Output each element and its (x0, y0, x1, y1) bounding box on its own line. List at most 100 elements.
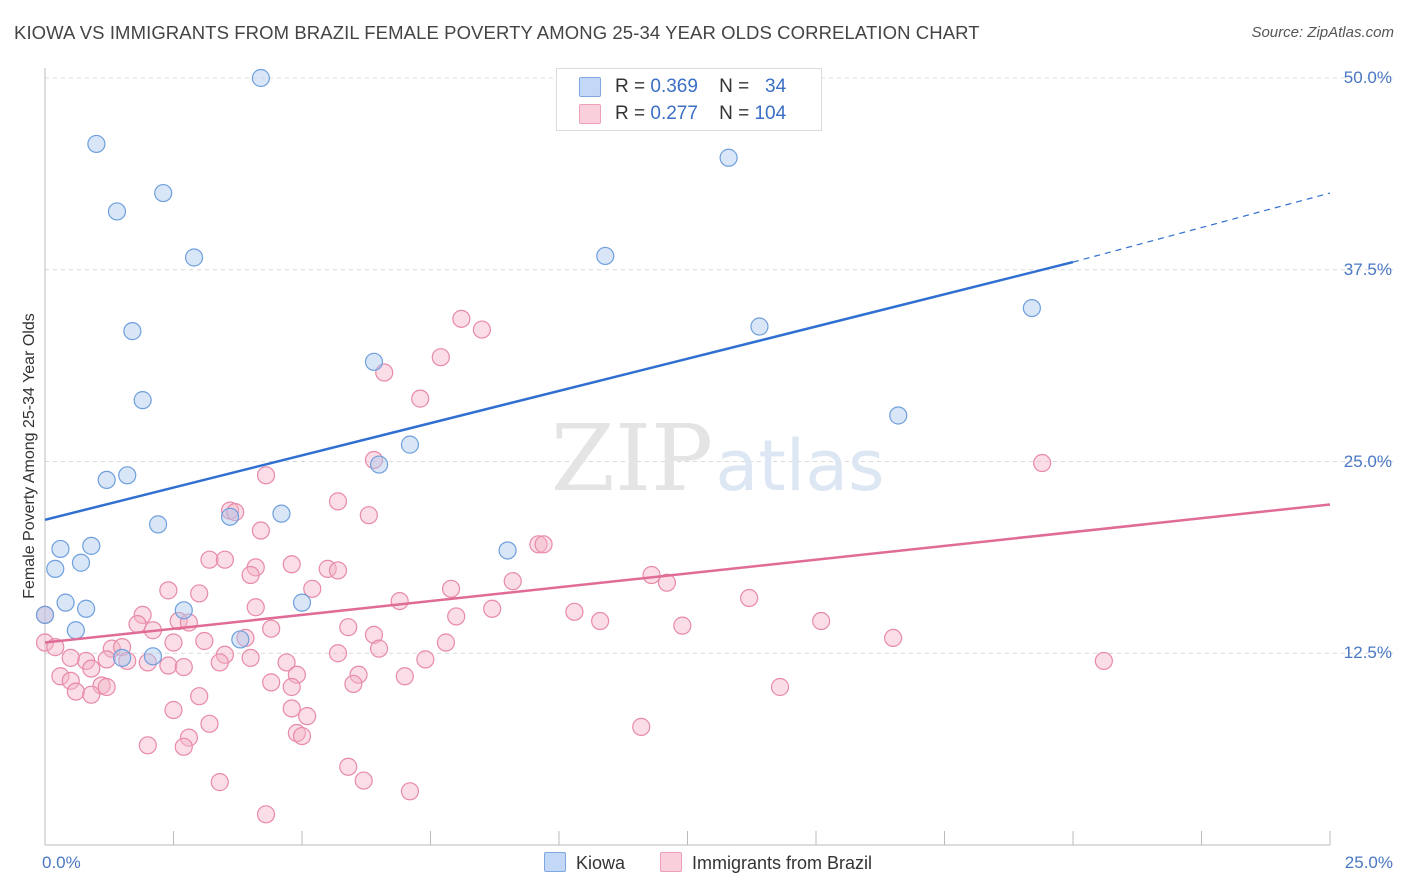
kiowa-point (370, 455, 389, 474)
brazil-point (138, 736, 157, 755)
brazil-point (883, 628, 903, 648)
kiowa-point (56, 593, 75, 612)
brazil-point (277, 653, 296, 672)
brazil-point (112, 638, 132, 657)
brazil-point (452, 309, 471, 328)
brazil-point (339, 757, 358, 776)
brazil-point (282, 555, 301, 574)
brazil-point (400, 782, 420, 801)
kiowa-point (123, 322, 142, 341)
kiowa-point (97, 470, 116, 490)
kiowa-point (87, 134, 106, 154)
brazil-point (349, 665, 368, 684)
brazil-point (529, 535, 548, 554)
brazil-point (812, 611, 831, 631)
kiowa-point (51, 539, 70, 559)
kiowa-point (174, 601, 193, 620)
kiowa-trend-line (44, 260, 1074, 522)
legend-n-value: 34 (765, 76, 787, 97)
brazil-point (133, 605, 152, 625)
kiowa-point (66, 621, 85, 640)
brazil-point (328, 492, 348, 511)
y-tick-label: 37.5% (1343, 259, 1392, 279)
brazil-point (431, 348, 450, 367)
kiowa-point (35, 605, 55, 625)
brazil-point (174, 657, 193, 677)
kiowa-point (272, 504, 291, 523)
brazil-point (66, 682, 85, 701)
kiowa-points (35, 68, 1041, 667)
brazil-point (411, 389, 430, 408)
kiowa-point (750, 317, 769, 336)
kiowa-point (118, 466, 137, 485)
legend-n-label: N = (719, 103, 750, 124)
brazil-point (328, 644, 348, 663)
kiowa-point (107, 202, 127, 221)
correlation-legend: R = 0.369 N = 34 R = 0.277 N = 104 (556, 68, 822, 131)
brazil-point (200, 550, 219, 569)
trend-lines (44, 192, 1331, 644)
kiowa-point (251, 68, 270, 88)
brazil-point (200, 714, 219, 733)
brazil-trend-line (44, 503, 1331, 644)
kiowa-point (231, 630, 250, 649)
brazil-point (292, 726, 312, 746)
brazil-point (251, 521, 270, 540)
kiowa-point (143, 647, 163, 666)
brazil-point (256, 805, 276, 824)
brazil-point (174, 737, 193, 756)
legend-n-value: 104 (754, 103, 787, 124)
brazil-points (35, 309, 1113, 824)
x-tick-max: 25.0% (1344, 853, 1393, 872)
brazil-point (164, 633, 183, 652)
kiowa-point (184, 248, 204, 267)
brazil-point (565, 602, 584, 621)
brazil-point (395, 667, 414, 686)
brazil-point (328, 561, 348, 580)
y-tick-label: 25.0% (1343, 451, 1392, 471)
brazil-point (61, 671, 80, 690)
brazil-point (1033, 453, 1052, 473)
kiowa-point (400, 435, 420, 454)
brazil-point (673, 616, 692, 635)
kiowa-trend-extension (1072, 192, 1331, 263)
bottom-legend-brazil: Immigrants from Brazil (660, 852, 872, 874)
legend-r-label: R = (615, 76, 646, 97)
brazil-point (128, 615, 147, 634)
kiowa-point (133, 391, 152, 410)
bottom-swatch-brazil (660, 852, 682, 872)
brazil-point (159, 656, 178, 675)
brazil-point (339, 618, 358, 637)
kiowa-point (889, 406, 908, 425)
brazil-point (472, 320, 491, 339)
kiowa-point (77, 599, 96, 618)
kiowa-point (719, 148, 738, 167)
brazil-point (82, 659, 101, 678)
brazil-point (159, 581, 178, 600)
brazil-point (740, 588, 759, 608)
brazil-point (97, 677, 116, 697)
kiowa-point (220, 507, 240, 526)
brazil-point (118, 651, 137, 671)
brazil-point (287, 723, 306, 743)
kiowa-point (82, 536, 101, 555)
brazil-point (179, 728, 199, 747)
kiowa-point (154, 183, 173, 203)
brazil-point (303, 579, 322, 598)
watermark-zip: ZIP (551, 405, 713, 512)
kiowa-point (364, 352, 384, 371)
brazil-point (61, 648, 80, 667)
brazil-point (256, 466, 276, 485)
brazil-point (190, 584, 209, 603)
legend-swatch-kiowa (579, 77, 601, 97)
brazil-point (632, 717, 651, 736)
kiowa-point (1022, 299, 1041, 318)
legend-swatch-brazil (579, 104, 601, 124)
brazil-point (354, 771, 373, 790)
brazil-point (246, 598, 265, 617)
x-tick-min: 0.0% (42, 853, 81, 872)
bottom-swatch-kiowa (544, 852, 566, 872)
brazil-point (164, 700, 183, 720)
brazil-point (190, 687, 209, 706)
